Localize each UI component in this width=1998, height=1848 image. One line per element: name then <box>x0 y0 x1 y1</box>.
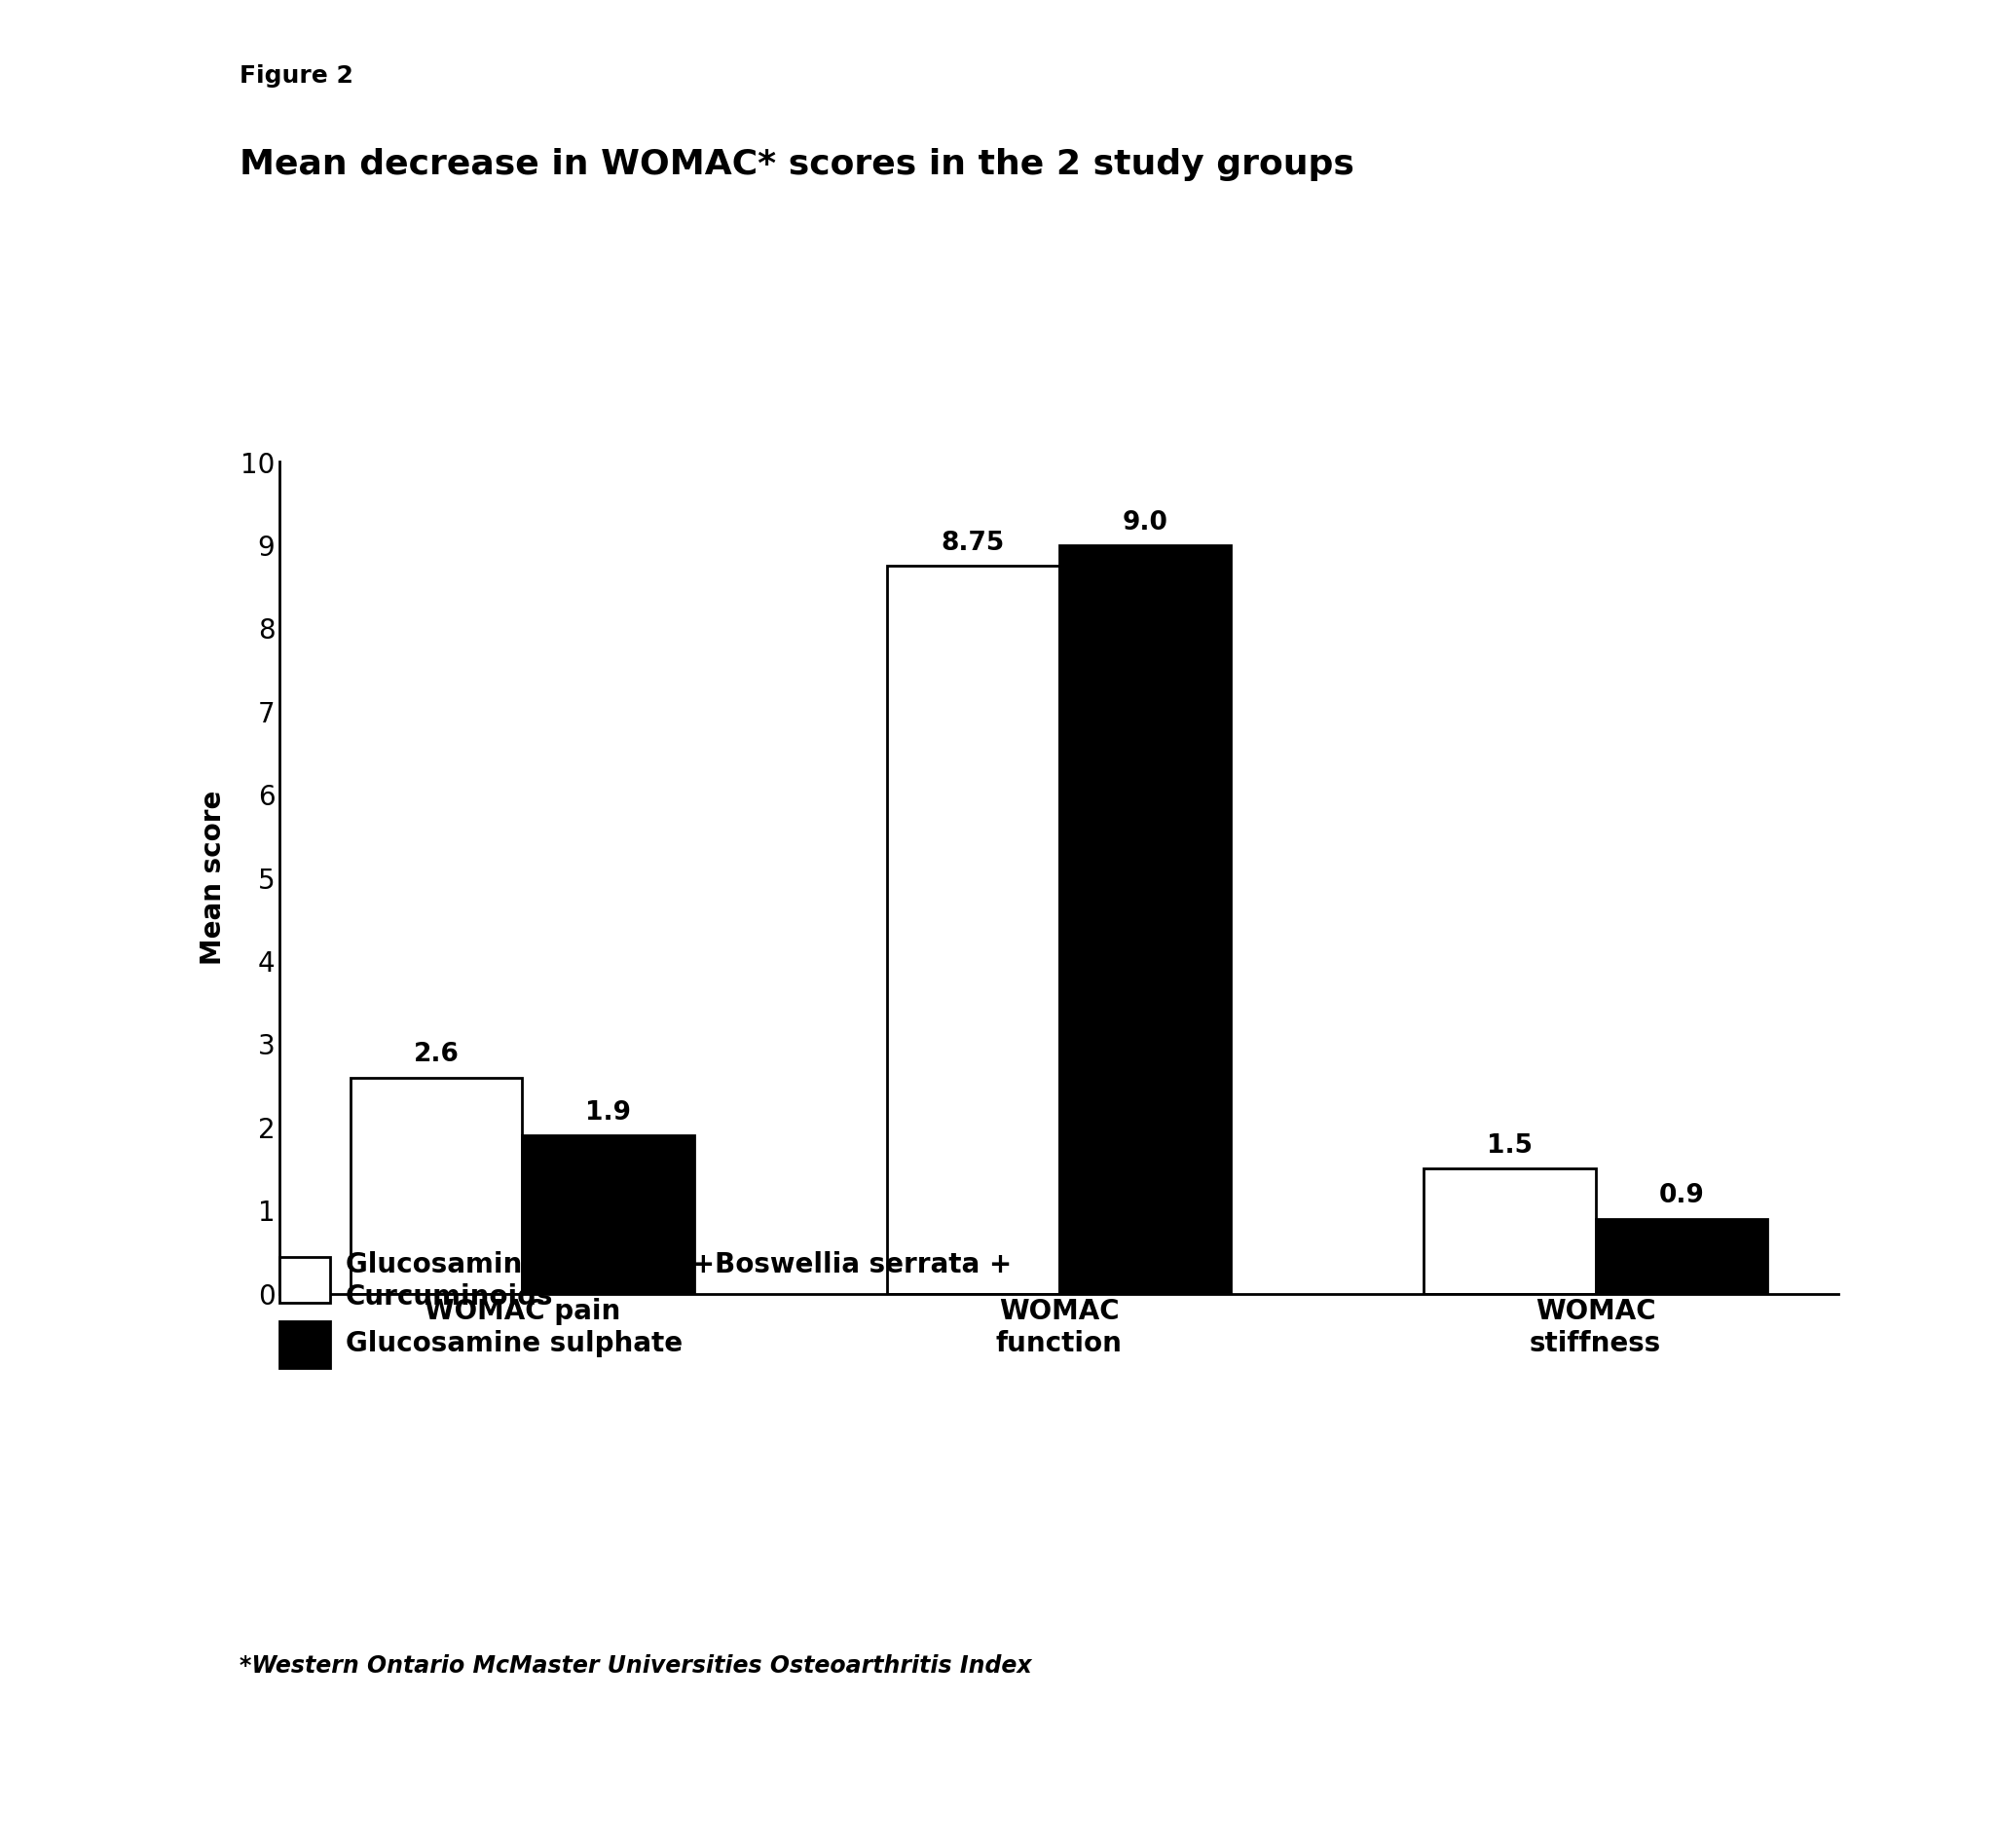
Text: *Western Ontario McMaster Universities Osteoarthritis Index: *Western Ontario McMaster Universities O… <box>240 1654 1033 1678</box>
Text: 1.9: 1.9 <box>585 1100 631 1125</box>
Text: Figure 2: Figure 2 <box>240 65 354 89</box>
Text: 0.9: 0.9 <box>1658 1183 1704 1209</box>
Text: Glucosamine sulphate +Boswellia serrata +
Curcuminoids: Glucosamine sulphate +Boswellia serrata … <box>346 1251 1011 1310</box>
Bar <box>1425 1170 1596 1294</box>
Bar <box>350 1077 521 1294</box>
Text: Glucosamine sulphate: Glucosamine sulphate <box>346 1331 683 1356</box>
Text: 2.6: 2.6 <box>414 1042 460 1068</box>
Text: 8.75: 8.75 <box>941 530 1005 556</box>
Bar <box>1596 1220 1768 1294</box>
Bar <box>887 565 1059 1294</box>
Text: 1.5: 1.5 <box>1487 1133 1532 1159</box>
Text: Mean decrease in WOMAC* scores in the 2 study groups: Mean decrease in WOMAC* scores in the 2 … <box>240 148 1355 181</box>
Text: 9.0: 9.0 <box>1123 510 1167 536</box>
Y-axis label: Mean score: Mean score <box>200 791 228 965</box>
Bar <box>521 1135 693 1294</box>
Bar <box>1059 545 1231 1294</box>
